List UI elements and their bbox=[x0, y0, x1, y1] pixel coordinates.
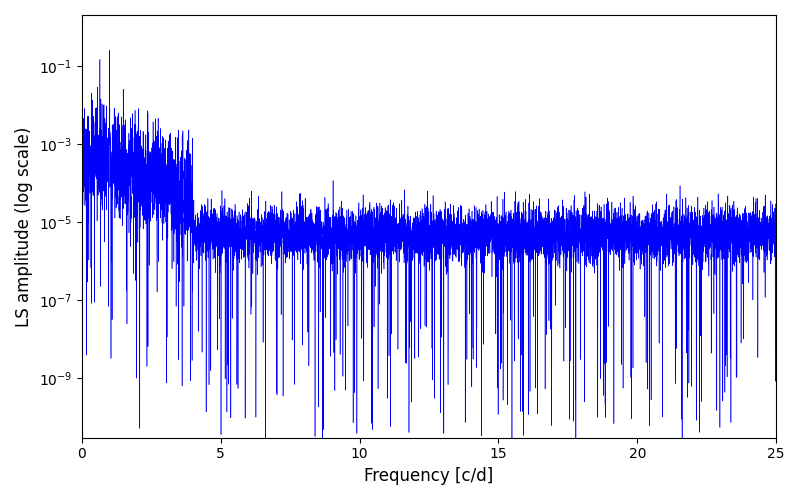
Y-axis label: LS amplitude (log scale): LS amplitude (log scale) bbox=[15, 126, 33, 326]
X-axis label: Frequency [c/d]: Frequency [c/d] bbox=[364, 467, 494, 485]
